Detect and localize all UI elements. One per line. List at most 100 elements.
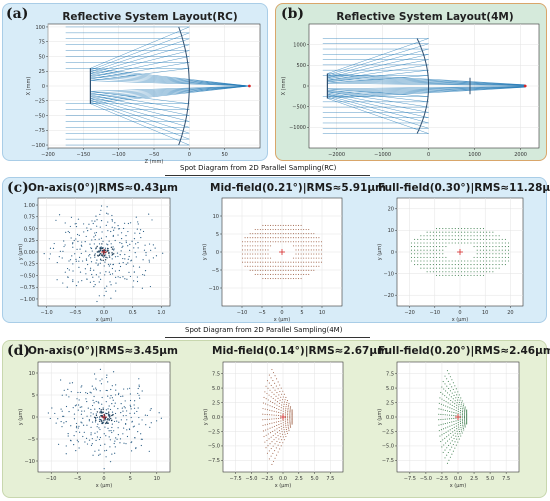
spot-point — [100, 209, 102, 211]
x-tick-label: −100 — [112, 152, 126, 158]
spot-point — [105, 256, 107, 259]
spot-point — [454, 441, 456, 443]
x-tick-label: 10 — [154, 476, 160, 482]
spot-point — [109, 446, 111, 448]
spot-point — [112, 413, 114, 416]
spot-point — [100, 259, 102, 261]
spot-point — [107, 249, 109, 251]
spot-point — [289, 426, 292, 428]
spot-point — [280, 436, 282, 438]
spot-point — [476, 260, 478, 262]
spot-point — [285, 237, 287, 239]
spot-point — [417, 238, 419, 240]
spot-point — [274, 457, 276, 459]
spot-point — [75, 422, 78, 425]
spot-point — [461, 271, 463, 273]
spot-point — [112, 399, 114, 401]
spot-point — [49, 247, 52, 249]
spot-point — [96, 225, 98, 227]
spot-point — [449, 449, 451, 451]
spot-point — [290, 269, 292, 271]
spot-point — [446, 378, 448, 380]
spot-point — [63, 415, 65, 417]
spot-point — [461, 414, 463, 416]
spot-point — [259, 261, 261, 263]
spot-point — [90, 257, 92, 259]
spot-point — [495, 238, 497, 240]
spot-point — [284, 421, 287, 423]
spot-point — [78, 260, 80, 262]
spot-point — [447, 426, 449, 428]
spot-point — [75, 450, 77, 452]
spot-point — [72, 242, 74, 244]
spot-point — [282, 436, 284, 438]
spot-point — [264, 245, 267, 247]
spot-point — [152, 244, 154, 246]
spot-point — [270, 377, 272, 379]
spot-point — [111, 273, 114, 275]
spot-point — [133, 247, 135, 249]
spot-point — [127, 245, 129, 247]
spot-point — [283, 401, 286, 403]
spot-point — [292, 257, 295, 259]
spot-point — [119, 241, 121, 244]
spot-point — [78, 256, 81, 258]
y-tick-label: 0 — [32, 415, 35, 421]
spot-point — [61, 426, 63, 428]
spot-point — [489, 238, 491, 240]
spot-point — [272, 452, 274, 454]
spot-point — [137, 387, 139, 390]
spot-point — [455, 415, 457, 417]
spot-point — [121, 407, 123, 409]
spot-point — [90, 261, 93, 263]
spot-point — [268, 438, 270, 440]
spot-point — [127, 262, 129, 264]
spot-point — [259, 257, 261, 259]
spot-point — [119, 276, 121, 279]
reflected-ray — [327, 98, 429, 134]
spot-point — [94, 238, 96, 241]
spot-point — [450, 432, 452, 435]
spot-point — [479, 256, 481, 258]
spot-point — [111, 426, 113, 429]
spot-point — [504, 256, 506, 258]
spot-point — [115, 384, 117, 386]
spot-point — [464, 238, 466, 240]
spot-point — [72, 270, 74, 272]
spot-point — [271, 410, 273, 412]
spot-point — [280, 417, 282, 419]
reflected-ray — [327, 43, 429, 76]
spot-point — [267, 237, 269, 239]
spot-point — [285, 229, 287, 231]
spot-point — [85, 398, 87, 400]
spot-point — [277, 444, 279, 446]
spot-point — [118, 262, 120, 265]
spot-point — [456, 428, 458, 430]
relay-ray — [327, 88, 471, 94]
spot-point — [272, 445, 274, 447]
spot-point — [138, 385, 140, 388]
spot-point — [423, 256, 425, 258]
spot-point — [482, 246, 485, 248]
spot-point — [110, 417, 112, 420]
spot-point — [257, 229, 259, 231]
spot-point — [455, 420, 457, 422]
spot-point — [310, 245, 312, 247]
spot-point — [93, 373, 96, 375]
spot-point — [305, 241, 307, 243]
y-tick-label: −2.5 — [382, 429, 394, 435]
spot-point — [95, 231, 97, 234]
spot-point — [303, 269, 305, 271]
spot-point — [442, 238, 444, 240]
spot-point — [65, 231, 67, 233]
spot-point — [449, 410, 451, 413]
spot-point — [276, 440, 278, 442]
spot-point — [442, 242, 444, 244]
spot-point — [115, 437, 117, 439]
spot-point — [87, 230, 89, 232]
spot-point — [486, 271, 488, 273]
spot-point — [492, 253, 494, 255]
spot-point — [65, 421, 67, 423]
spot-point — [447, 430, 449, 432]
spot-point — [129, 393, 131, 395]
